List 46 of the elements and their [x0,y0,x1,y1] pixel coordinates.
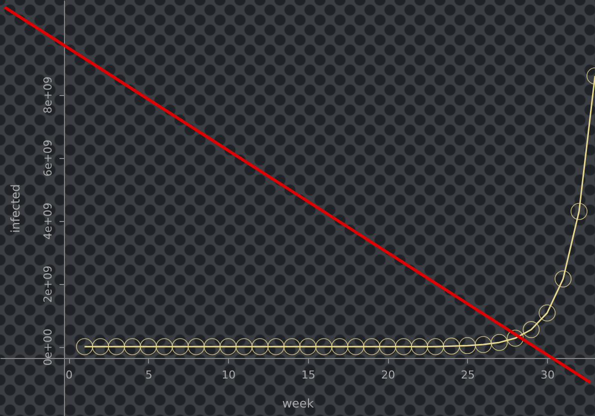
x-tick-label: 5 [145,368,152,382]
point [427,338,444,356]
point [220,338,237,356]
point [108,338,125,356]
point [379,338,396,356]
x-tick-label: 25 [460,368,475,382]
point [140,338,157,356]
point [252,338,268,356]
y-axis-title: infected [8,184,22,233]
point [172,338,189,356]
point [490,334,508,351]
point [411,338,428,356]
point [236,338,253,356]
point [283,338,300,356]
point [299,338,316,356]
x-tick-label: 0 [66,368,73,382]
point [156,338,173,356]
y-tick-label: 6e+09 [42,140,54,177]
point [442,338,460,355]
point [538,304,556,322]
x-tick-label: 30 [540,368,555,382]
x-tick-label: 15 [301,368,316,382]
point [347,338,364,356]
point [204,338,221,356]
point [315,338,332,356]
point [92,338,109,356]
y-tick-label: 0e+00 [42,328,54,366]
y-tick-label: 8e+09 [42,76,54,114]
point [458,337,476,354]
point [76,338,94,356]
point [522,321,540,338]
point [474,336,492,353]
point [268,338,284,356]
x-axis-title: week [282,396,314,410]
point [363,338,380,356]
point [395,338,412,356]
y-tick-label: 4e+09 [42,202,54,240]
point [554,270,572,288]
point [331,338,348,356]
point [124,338,141,356]
x-tick-label: 20 [381,368,396,382]
x-tick-label: 10 [222,368,236,382]
point [188,338,205,356]
point [506,330,524,347]
point [570,203,588,220]
y-tick-label: 2e+09 [42,266,54,303]
